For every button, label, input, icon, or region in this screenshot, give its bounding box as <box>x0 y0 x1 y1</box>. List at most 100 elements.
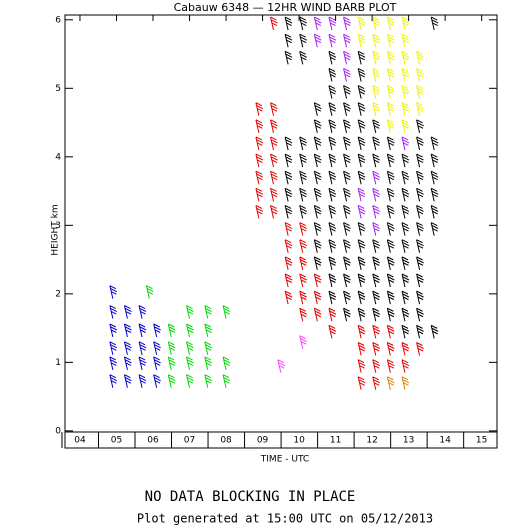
wind-barb <box>222 305 231 319</box>
wind-barb <box>138 323 147 338</box>
wind-barb <box>357 119 366 133</box>
wind-barb <box>386 307 395 322</box>
wind-barb <box>328 170 337 185</box>
wind-barb <box>270 136 278 151</box>
wind-barb <box>343 239 351 253</box>
wind-barb <box>386 153 395 168</box>
x-tick-label: 05 <box>111 436 122 446</box>
wind-barb <box>328 153 337 168</box>
wind-barb <box>270 119 278 133</box>
wind-barb <box>299 256 307 270</box>
wind-barb <box>167 356 176 371</box>
wind-barb <box>299 33 307 48</box>
wind-barb <box>109 341 118 355</box>
wind-barb <box>328 222 337 236</box>
wind-barb <box>343 102 351 116</box>
y-tick-label: 4 <box>55 152 61 162</box>
wind-barb <box>357 222 366 236</box>
wind-barb <box>328 68 337 82</box>
wind-barb <box>401 222 410 236</box>
wind-barb <box>284 50 293 65</box>
wind-barb <box>123 374 132 388</box>
wind-barb <box>204 341 213 355</box>
wind-barb <box>270 170 278 185</box>
wind-barb <box>357 102 366 116</box>
wind-barb <box>401 33 410 48</box>
wind-barb <box>328 187 337 202</box>
wind-barb <box>299 136 307 151</box>
wind-barb <box>386 187 395 202</box>
wind-barb <box>386 119 395 133</box>
wind-barb <box>416 102 424 116</box>
wind-barb <box>204 356 213 371</box>
wind-barb <box>284 239 293 253</box>
wind-barb <box>153 356 161 371</box>
wind-barb <box>386 85 395 99</box>
y-tick-label: 2 <box>55 289 61 299</box>
wind-barb <box>313 136 322 151</box>
wind-barb <box>372 153 380 168</box>
wind-barb <box>299 273 307 288</box>
wind-barb <box>343 119 351 133</box>
wind-barb <box>299 170 307 185</box>
wind-barb <box>343 136 351 151</box>
wind-barb <box>357 205 366 219</box>
wind-barb <box>386 273 395 288</box>
wind-barb <box>255 205 264 219</box>
wind-barb <box>343 273 351 288</box>
wind-barb <box>401 68 410 82</box>
wind-barb <box>328 16 337 31</box>
wind-barb <box>343 50 351 65</box>
wind-barb <box>270 16 278 31</box>
wind-barb <box>430 153 439 168</box>
wind-barb <box>357 376 366 390</box>
chart-title: Cabauw 6348 — 12HR WIND BARB PLOT <box>174 1 397 14</box>
y-tick-label: 3 <box>55 221 61 231</box>
wind-barb <box>343 290 351 305</box>
wind-barb <box>204 374 213 388</box>
wind-barb <box>357 50 366 65</box>
wind-barb <box>401 256 410 270</box>
wind-barb <box>284 273 293 288</box>
wind-barb <box>416 68 424 82</box>
wind-barb <box>109 374 118 388</box>
wind-barb <box>222 374 231 388</box>
wind-barb <box>372 50 380 65</box>
wind-barb <box>372 273 380 288</box>
wind-barb <box>328 33 337 48</box>
wind-barb <box>328 136 337 151</box>
wind-barb <box>255 119 264 133</box>
wind-barb <box>401 119 410 133</box>
y-tick-label: 5 <box>55 84 61 94</box>
wind-barb <box>357 68 366 82</box>
wind-barb <box>313 119 322 133</box>
wind-barb <box>343 256 351 270</box>
wind-barb <box>109 356 118 371</box>
wind-barb <box>416 205 424 219</box>
wind-barb <box>386 136 395 151</box>
wind-barb <box>430 205 439 219</box>
wind-barb <box>386 50 395 65</box>
wind-barb <box>416 119 424 133</box>
wind-barb <box>145 285 154 299</box>
wind-barb <box>416 307 424 322</box>
wind-barb <box>401 324 410 339</box>
wind-barb <box>167 374 176 388</box>
y-tick-label: 0 <box>55 426 61 436</box>
wind-barb <box>372 187 380 202</box>
footer: Plot generated at 15:00 UTC on 05/12/201… <box>137 512 433 526</box>
x-tick-label: 10 <box>293 436 305 446</box>
wind-barb <box>255 187 264 202</box>
wind-barb <box>328 85 337 99</box>
wind-barb <box>299 290 307 305</box>
wind-barb <box>430 187 439 202</box>
wind-barb <box>284 222 293 236</box>
wind-barb <box>299 153 307 168</box>
wind-barb <box>372 68 380 82</box>
wind-barb <box>313 222 322 236</box>
notice: NO DATA BLOCKING IN PLACE <box>145 489 356 505</box>
wind-barb <box>416 187 424 202</box>
wind-barb <box>401 290 410 305</box>
wind-barb <box>401 307 410 322</box>
wind-barb <box>138 356 147 371</box>
